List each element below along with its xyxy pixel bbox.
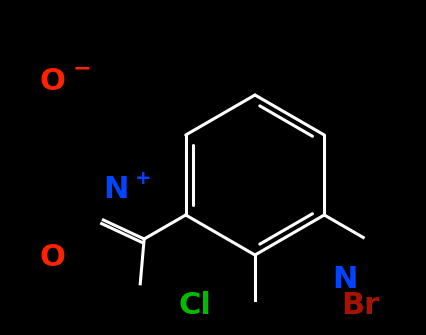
- Text: −: −: [72, 58, 91, 78]
- Text: +: +: [135, 169, 151, 188]
- Text: O: O: [39, 244, 65, 272]
- Text: N: N: [103, 176, 128, 204]
- Text: O: O: [39, 67, 65, 96]
- Text: Br: Br: [340, 290, 378, 320]
- Text: Cl: Cl: [178, 290, 211, 320]
- Text: N: N: [331, 266, 357, 294]
